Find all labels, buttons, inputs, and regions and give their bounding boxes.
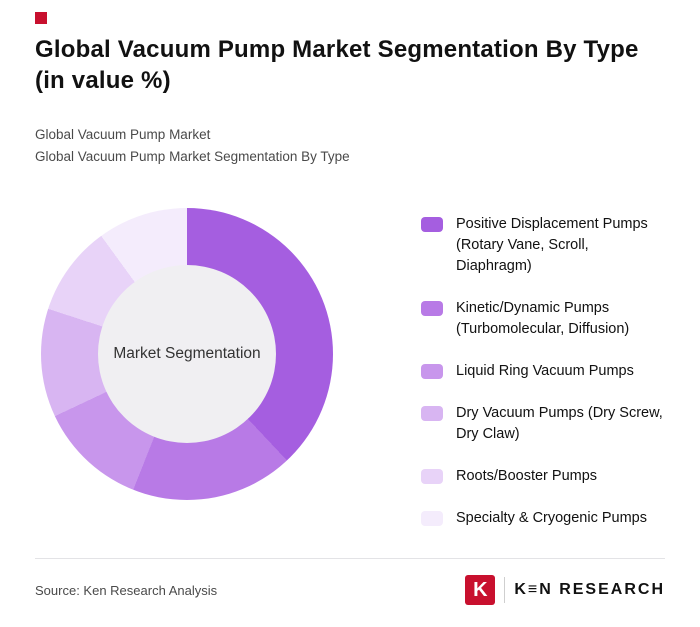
legend-item[interactable]: Positive Displacement Pumps (Rotary Vane… [421,214,665,277]
subtitle-line-2: Global Vacuum Pump Market Segmentation B… [35,148,350,164]
source-text: Source: Ken Research Analysis [35,582,218,598]
ken-research-logo: K K≡N RESEARCH [465,575,665,605]
donut-center: Market Segmentation [98,264,276,443]
legend-label: Specialty & Cryogenic Pumps [456,509,647,526]
page-title: Global Vacuum Pump Market Segmentation B… [35,36,639,95]
accent-square [35,12,47,24]
legend-item[interactable]: Liquid Ring Vacuum Pumps [421,361,665,382]
legend-swatch [421,216,443,232]
logo-divider [504,577,506,603]
legend-label: Liquid Ring Vacuum Pumps [456,362,634,379]
legend-swatch [421,510,443,526]
legend-label: Roots/Booster Pumps [456,467,598,484]
footer: Source: Ken Research Analysis K K≡N RESE… [35,558,665,627]
legend-label: Positive Displacement Pumps (Rotary Vane… [456,215,648,274]
ken-research-logo-icon: K [465,575,496,605]
donut-chart-wrap: Market Segmentation [41,207,333,500]
legend-swatch [421,363,443,379]
logo-text: K≡N RESEARCH [514,581,665,598]
legend-item[interactable]: Kinetic/Dynamic Pumps (Turbomolecular, D… [421,298,665,340]
legend: Positive Displacement Pumps (Rotary Vane… [421,214,665,529]
chart-area: Market Segmentation Positive Displacemen… [35,207,665,558]
legend-item[interactable]: Roots/Booster Pumps [421,466,665,487]
legend-label: Dry Vacuum Pumps (Dry Screw, Dry Claw) [456,404,663,442]
legend-swatch [421,468,443,484]
legend-label: Kinetic/Dynamic Pumps (Turbomolecular, D… [456,299,630,337]
legend-item[interactable]: Dry Vacuum Pumps (Dry Screw, Dry Claw) [421,403,665,445]
subtitle-line-1: Global Vacuum Pump Market [35,127,211,143]
legend-swatch [421,405,443,421]
legend-swatch [421,300,443,316]
donut-center-label: Market Segmentation [113,344,261,362]
legend-item[interactable]: Specialty & Cryogenic Pumps [421,508,665,529]
